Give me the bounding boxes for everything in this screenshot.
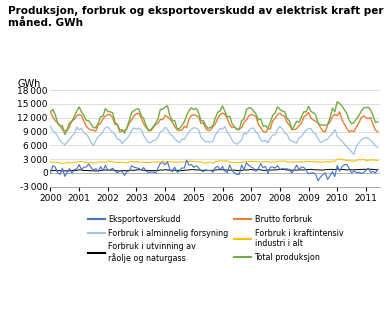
Legend: Eksportoverskudd, Forbruk i alminnelig forsyning, Forbruk i utvinning av
råolje : Eksportoverskudd, Forbruk i alminnelig f… bbox=[84, 212, 346, 266]
Text: GWh: GWh bbox=[17, 79, 41, 89]
Text: Produksjon, forbruk og eksportoverskudd av elektrisk kraft per
måned. GWh: Produksjon, forbruk og eksportoverskudd … bbox=[8, 6, 383, 28]
